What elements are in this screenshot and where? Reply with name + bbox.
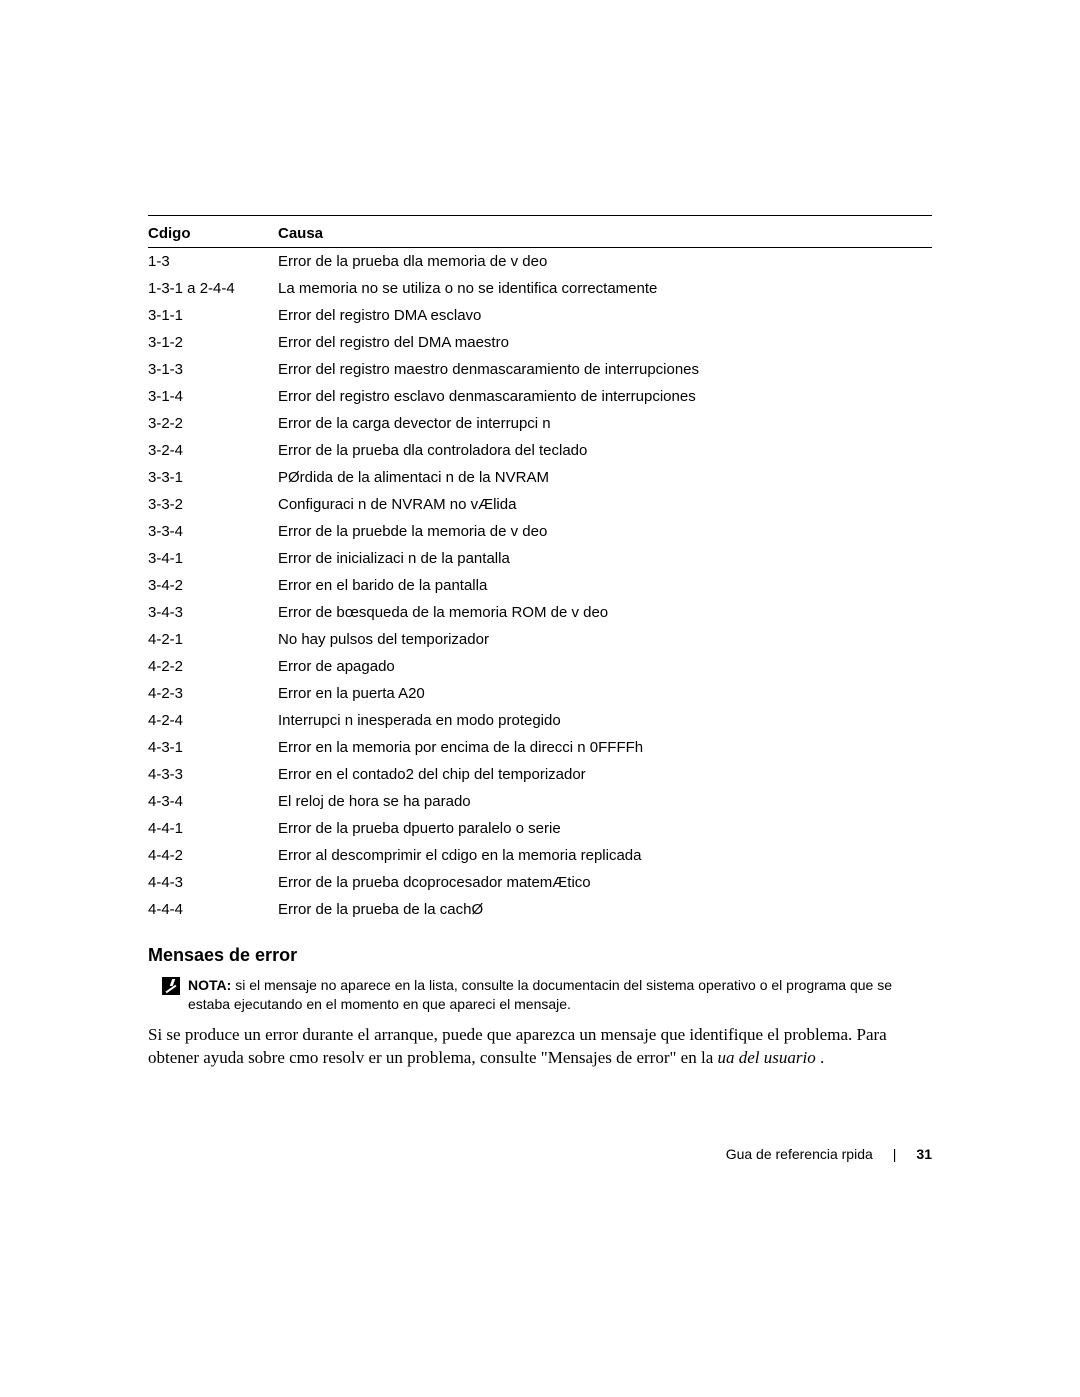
cell-cause: Error de la prueba dla memoria de v deo bbox=[278, 248, 932, 276]
para-post: . bbox=[816, 1048, 825, 1067]
cell-cause: PØrdida de la alimentaci n de la NVRAM bbox=[278, 464, 932, 491]
cell-code: 4-3-1 bbox=[148, 734, 278, 761]
section-title: Mensaes de error bbox=[148, 945, 932, 966]
para-italic: ua del usuario bbox=[717, 1048, 815, 1067]
table-row: 4-2-2Error de apagado bbox=[148, 653, 932, 680]
table-row: 4-2-3Error en la puerta A20 bbox=[148, 680, 932, 707]
cell-code: 1-3 bbox=[148, 248, 278, 276]
table-row: 4-4-4Error de la prueba de la cachØ bbox=[148, 896, 932, 923]
cell-code: 3-1-4 bbox=[148, 383, 278, 410]
cell-code: 3-2-2 bbox=[148, 410, 278, 437]
table-row: 3-1-2Error del registro del DMA maestro bbox=[148, 329, 932, 356]
cell-code: 4-2-4 bbox=[148, 707, 278, 734]
cell-cause: Error de la carga devector de interrupci… bbox=[278, 410, 932, 437]
cell-cause: Error en el contado2 del chip del tempor… bbox=[278, 761, 932, 788]
table-row: 3-3-4Error de la pruebde la memoria de v… bbox=[148, 518, 932, 545]
table-row: 3-4-2Error en el barido de la pantalla bbox=[148, 572, 932, 599]
table-row: 3-1-3Error del registro maestro denmasca… bbox=[148, 356, 932, 383]
table-row: 4-2-4Interrupci n inesperada en modo pro… bbox=[148, 707, 932, 734]
table-row: 4-2-1No hay pulsos del temporizador bbox=[148, 626, 932, 653]
document-page: Cdigo Causa 1-3Error de la prueba dla me… bbox=[0, 0, 1080, 1070]
footer-doc-title: Gua de referencia rpida bbox=[726, 1146, 873, 1162]
cell-cause: Error del registro esclavo denmascaramie… bbox=[278, 383, 932, 410]
cell-cause: Error de inicializaci n de la pantalla bbox=[278, 545, 932, 572]
cell-code: 3-3-2 bbox=[148, 491, 278, 518]
footer-page-number: 31 bbox=[916, 1146, 932, 1162]
cell-code: 3-1-2 bbox=[148, 329, 278, 356]
table-row: 3-3-1PØrdida de la alimentaci n de la NV… bbox=[148, 464, 932, 491]
cell-cause: Error de la prueba de la cachØ bbox=[278, 896, 932, 923]
cell-cause: Interrupci n inesperada en modo protegid… bbox=[278, 707, 932, 734]
cell-code: 3-3-4 bbox=[148, 518, 278, 545]
cell-code: 3-4-1 bbox=[148, 545, 278, 572]
cell-cause: Error del registro DMA esclavo bbox=[278, 302, 932, 329]
table-row: 4-4-2Error al descomprimir el cdigo en l… bbox=[148, 842, 932, 869]
cell-cause: Error de la prueba dla controladora del … bbox=[278, 437, 932, 464]
cell-cause: Error en la puerta A20 bbox=[278, 680, 932, 707]
table-row: 3-3-2Configuraci n de NVRAM no vÆlida bbox=[148, 491, 932, 518]
cell-cause: Error de la pruebde la memoria de v deo bbox=[278, 518, 932, 545]
cell-code: 4-4-1 bbox=[148, 815, 278, 842]
cell-code: 3-2-4 bbox=[148, 437, 278, 464]
table-top-rule bbox=[148, 215, 932, 216]
cell-code: 4-3-3 bbox=[148, 761, 278, 788]
cell-cause: El reloj de hora se ha parado bbox=[278, 788, 932, 815]
table-row: 4-4-1Error de la prueba dpuerto paralelo… bbox=[148, 815, 932, 842]
body-paragraph: Si se produce un error durante el arranq… bbox=[148, 1024, 932, 1070]
cell-cause: Error de la prueba dcoprocesador matemÆt… bbox=[278, 869, 932, 896]
cell-code: 4-2-2 bbox=[148, 653, 278, 680]
table-row: 4-3-1Error en la memoria por encima de l… bbox=[148, 734, 932, 761]
table-row: 3-4-3Error de bœsqueda de la memoria ROM… bbox=[148, 599, 932, 626]
cell-code: 4-3-4 bbox=[148, 788, 278, 815]
cell-code: 4-2-1 bbox=[148, 626, 278, 653]
cell-code: 4-4-4 bbox=[148, 896, 278, 923]
cell-cause: No hay pulsos del temporizador bbox=[278, 626, 932, 653]
cell-code: 3-1-1 bbox=[148, 302, 278, 329]
table-row: 3-2-2Error de la carga devector de inter… bbox=[148, 410, 932, 437]
cell-cause: Error del registro del DMA maestro bbox=[278, 329, 932, 356]
table-row: 3-1-4Error del registro esclavo denmasca… bbox=[148, 383, 932, 410]
note-label: NOTA: bbox=[188, 977, 231, 993]
table-row: 4-3-3Error en el contado2 del chip del t… bbox=[148, 761, 932, 788]
cell-cause: Error de la prueba dpuerto paralelo o se… bbox=[278, 815, 932, 842]
cell-cause: Error de bœsqueda de la memoria ROM de v… bbox=[278, 599, 932, 626]
table-header-row: Cdigo Causa bbox=[148, 220, 932, 248]
cell-code: 1-3-1 a 2-4-4 bbox=[148, 275, 278, 302]
note-icon bbox=[162, 977, 180, 995]
note-block: NOTA: si el mensaje no aparece en la lis… bbox=[148, 976, 932, 1014]
col-header-cause: Causa bbox=[278, 220, 932, 248]
error-codes-table: Cdigo Causa 1-3Error de la prueba dla me… bbox=[148, 220, 932, 923]
table-row: 3-2-4Error de la prueba dla controladora… bbox=[148, 437, 932, 464]
cell-cause: Configuraci n de NVRAM no vÆlida bbox=[278, 491, 932, 518]
table-row: 4-4-3Error de la prueba dcoprocesador ma… bbox=[148, 869, 932, 896]
table-row: 3-1-1Error del registro DMA esclavo bbox=[148, 302, 932, 329]
cell-code: 3-3-1 bbox=[148, 464, 278, 491]
cell-cause: La memoria no se utiliza o no se identif… bbox=[278, 275, 932, 302]
cell-cause: Error en la memoria por encima de la dir… bbox=[278, 734, 932, 761]
note-text: NOTA: si el mensaje no aparece en la lis… bbox=[188, 976, 932, 1014]
note-body: si el mensaje no aparece en la lista, co… bbox=[188, 977, 892, 1012]
table-row: 3-4-1Error de inicializaci n de la panta… bbox=[148, 545, 932, 572]
cell-cause: Error en el barido de la pantalla bbox=[278, 572, 932, 599]
table-row: 1-3Error de la prueba dla memoria de v d… bbox=[148, 248, 932, 276]
table-row: 4-3-4El reloj de hora se ha parado bbox=[148, 788, 932, 815]
cell-code: 3-1-3 bbox=[148, 356, 278, 383]
cell-cause: Error de apagado bbox=[278, 653, 932, 680]
footer-separator: | bbox=[893, 1146, 897, 1162]
cell-cause: Error al descomprimir el cdigo en la mem… bbox=[278, 842, 932, 869]
cell-code: 3-4-2 bbox=[148, 572, 278, 599]
cell-code: 4-4-3 bbox=[148, 869, 278, 896]
cell-code: 3-4-3 bbox=[148, 599, 278, 626]
col-header-code: Cdigo bbox=[148, 220, 278, 248]
table-row: 1-3-1 a 2-4-4La memoria no se utiliza o … bbox=[148, 275, 932, 302]
cell-code: 4-2-3 bbox=[148, 680, 278, 707]
page-footer: Gua de referencia rpida | 31 bbox=[726, 1146, 932, 1162]
cell-code: 4-4-2 bbox=[148, 842, 278, 869]
cell-cause: Error del registro maestro denmascaramie… bbox=[278, 356, 932, 383]
